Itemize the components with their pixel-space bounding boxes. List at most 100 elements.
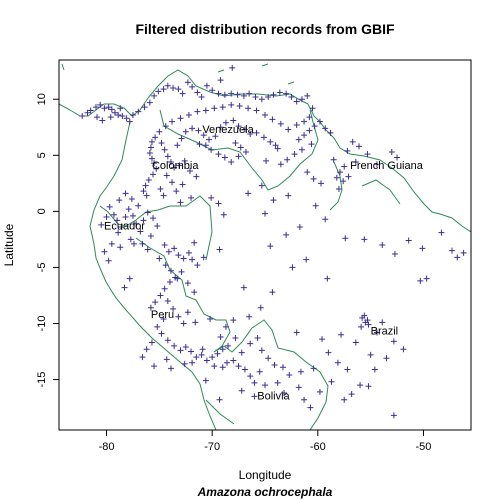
occurrence-point (390, 338, 397, 345)
occurrence-point (151, 363, 158, 370)
occurrence-point (221, 154, 228, 161)
occurrence-point (364, 151, 371, 158)
occurrence-point (148, 138, 155, 145)
occurrence-point (216, 246, 223, 253)
occurrence-point (388, 148, 395, 155)
occurrence-point (247, 340, 254, 347)
occurrence-point (267, 138, 274, 145)
occurrence-point (344, 147, 351, 154)
occurrence-point (152, 299, 159, 306)
occurrence-point (115, 111, 122, 118)
occurrence-point (151, 160, 158, 167)
pacific-coast-line (89, 121, 217, 430)
occurrence-point (175, 86, 182, 93)
occurrence-point (175, 252, 182, 259)
occurrence-point (111, 109, 118, 116)
occurrence-point (164, 153, 171, 160)
occurrence-point (171, 342, 178, 349)
occurrence-point (184, 79, 191, 86)
occurrence-point (84, 109, 91, 116)
occurrence-point (128, 196, 135, 203)
occurrence-point (167, 365, 174, 372)
occurrence-point (154, 222, 161, 229)
occurrence-point (208, 146, 215, 153)
occurrence-point (338, 331, 345, 338)
occurrence-point (241, 126, 248, 133)
occurrence-point (219, 364, 226, 371)
occurrence-point (283, 231, 290, 238)
occurrence-point (438, 229, 445, 236)
occurrence-point (206, 136, 213, 143)
occurrence-point (148, 339, 155, 346)
occurrence-point (286, 372, 293, 379)
x-tick-label: -80 (99, 441, 115, 453)
occurrence-point (184, 280, 191, 287)
occurrence-point (191, 289, 198, 296)
occurrence-point (230, 317, 237, 324)
occurrence-point (92, 104, 99, 111)
occurrence-point (308, 141, 315, 148)
colombia-venezuela-border (159, 109, 319, 191)
occurrence-point (258, 96, 265, 103)
peru-brazil-border (135, 237, 231, 353)
occurrence-point (262, 210, 268, 217)
occurrence-point (191, 239, 198, 246)
occurrence-point (182, 128, 189, 135)
occurrence-point (182, 344, 189, 351)
occurrence-point (114, 217, 121, 224)
occurrence-point (140, 217, 147, 224)
occurrence-point (170, 305, 177, 312)
occurrence-point (322, 125, 329, 132)
occurrence-point (189, 359, 196, 366)
occurrence-point (271, 361, 278, 368)
occurrence-point (184, 309, 191, 316)
occurrence-point (219, 346, 226, 353)
occurrence-point (192, 319, 199, 326)
occurrence-point (101, 248, 108, 255)
occurrence-point (293, 98, 300, 105)
occurrence-point (219, 104, 226, 111)
occurrence-point (133, 220, 140, 227)
occurrence-point (144, 246, 151, 253)
occurrence-point (296, 224, 303, 231)
occurrence-point (209, 354, 216, 361)
occurrence-point (178, 135, 185, 142)
occurrence-point (139, 354, 146, 361)
occurrence-point (161, 242, 168, 248)
occurrence-point (251, 393, 258, 400)
occurrence-point (284, 156, 291, 163)
occurrence-point (246, 313, 253, 320)
occurrence-point (317, 180, 324, 187)
occurrence-point (240, 284, 247, 291)
occurrence-point (324, 275, 331, 282)
country-label: Brazil (371, 326, 399, 338)
occurrence-point (254, 335, 261, 342)
occurrence-point (194, 89, 201, 96)
occurrence-point (170, 85, 177, 92)
occurrence-point (157, 292, 164, 299)
occurrence-point (156, 255, 163, 262)
occurrence-point (298, 96, 305, 103)
occurrence-point (270, 91, 277, 98)
occurrence-point (344, 366, 351, 373)
occurrence-point (310, 365, 317, 372)
occurrence-point (194, 108, 201, 115)
occurrence-point (217, 77, 224, 84)
occurrence-point (215, 200, 222, 207)
occurrence-point (105, 104, 112, 111)
occurrence-point (274, 145, 281, 152)
occurrence-point (209, 87, 216, 94)
occurrence-point (298, 146, 305, 153)
occurrence-point (293, 329, 300, 336)
occurrence-point (230, 357, 237, 364)
occurrence-point (373, 329, 380, 336)
occurrence-point (454, 254, 461, 261)
occurrence-point (229, 64, 236, 71)
occurrence-point (179, 181, 186, 188)
occurrence-point (185, 249, 192, 256)
occurrence-point (94, 114, 101, 121)
occurrence-point (235, 363, 242, 370)
occurrence-point (140, 188, 147, 195)
occurrence-point (87, 107, 94, 114)
